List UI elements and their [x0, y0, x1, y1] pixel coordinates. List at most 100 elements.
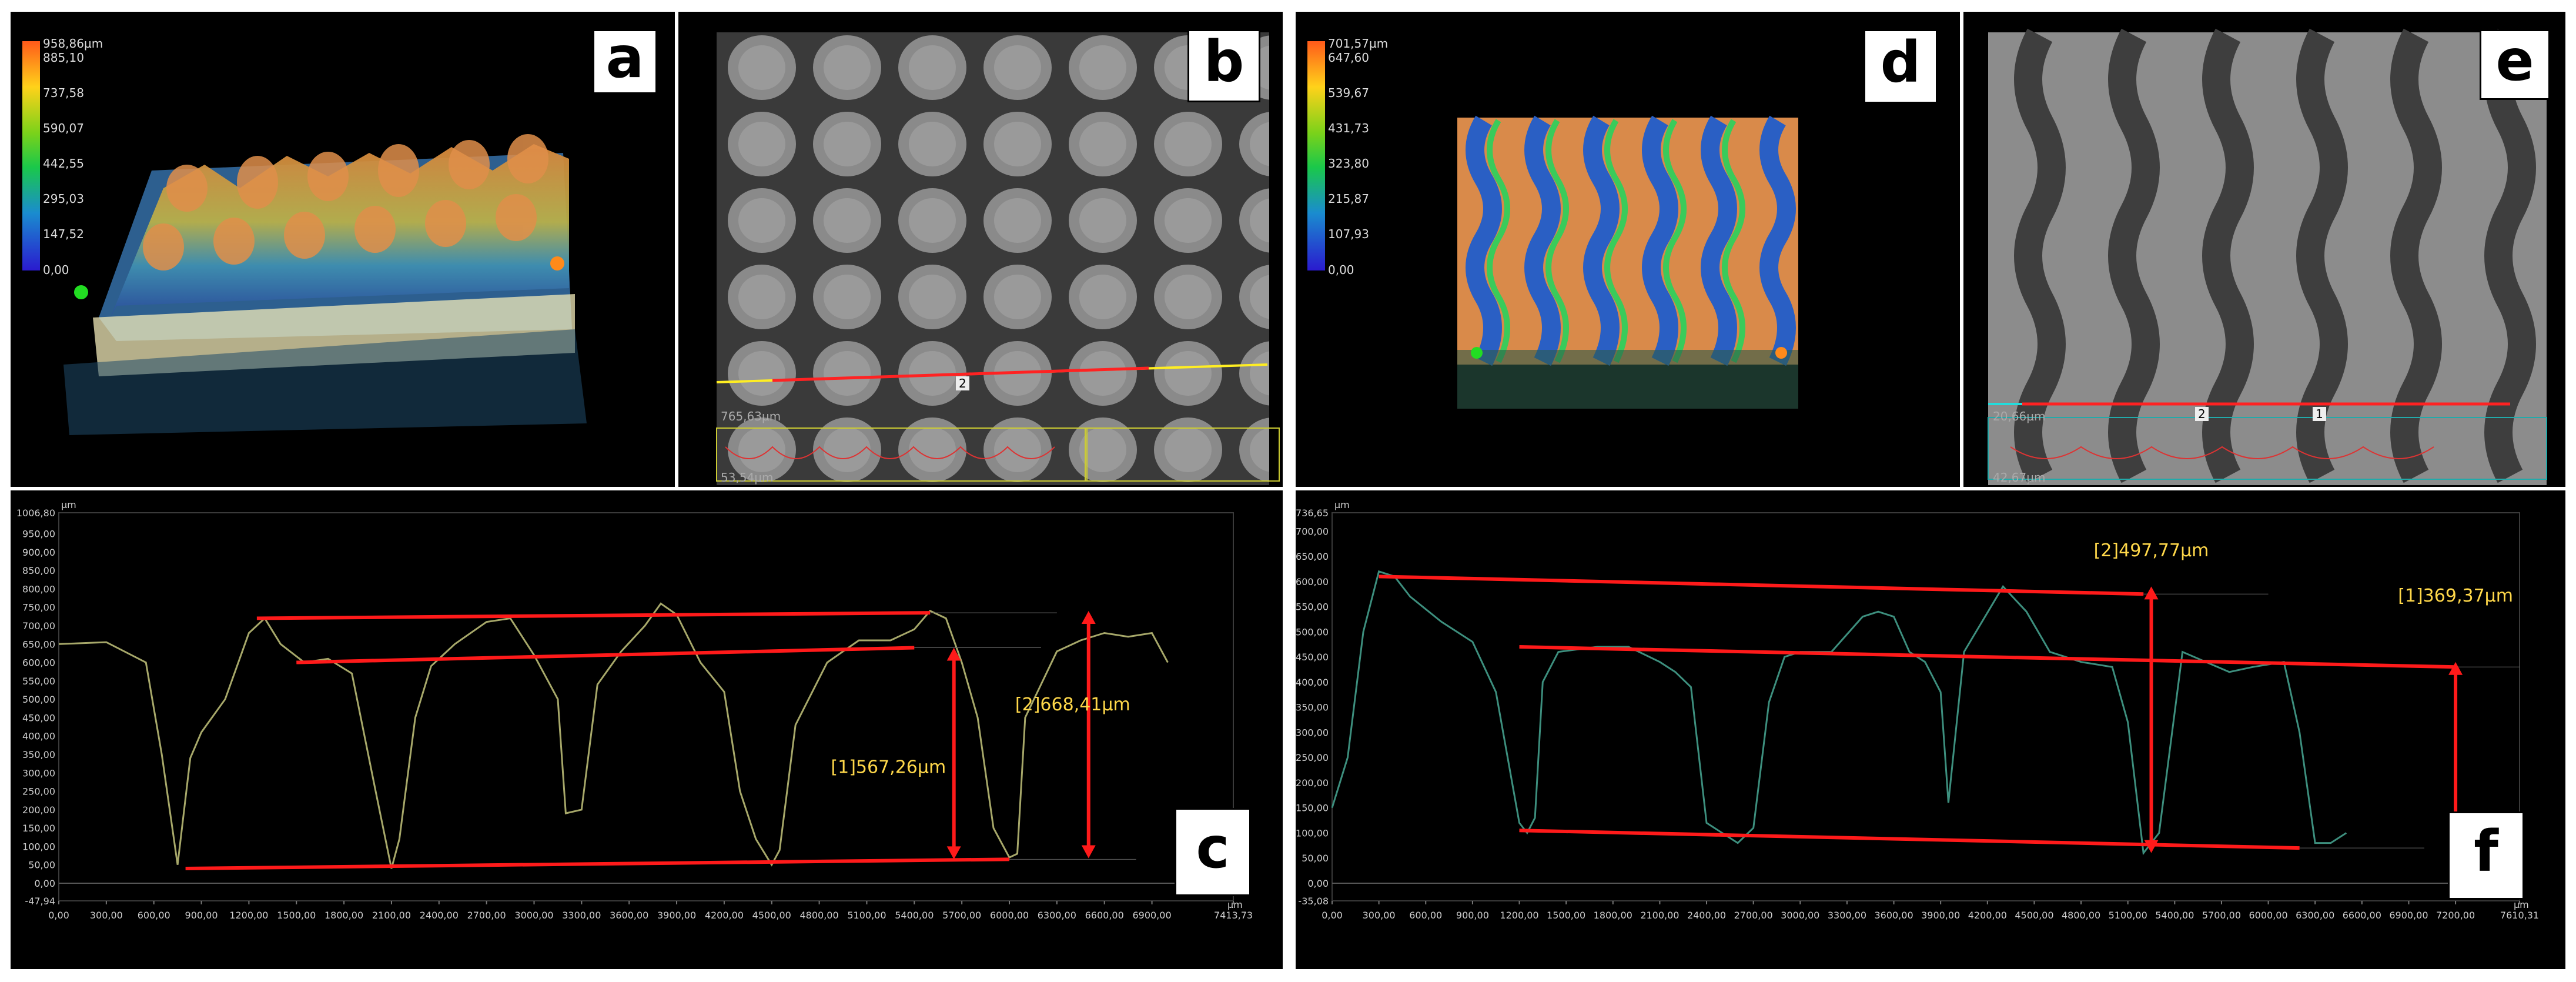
y-tick-label: 150,00 — [1296, 803, 1329, 814]
measurement-label: [1]369,37µm — [2398, 586, 2513, 606]
panel-d-3d-view: 701,57µm 647,60 539,67 431,73 323,80 215… — [1296, 12, 1960, 487]
y-tick-label: 850,00 — [22, 565, 55, 576]
y-tick-label: 736,65 — [1296, 507, 1329, 519]
x-tick-label: 6600,00 — [1085, 910, 1124, 921]
x-tick-label: 900,00 — [185, 910, 218, 921]
profile-chart-c: -47,94 0,00 50,00 100,00 150,00 200,00 250,00 3… — [16, 499, 1253, 921]
panel-label-e: e — [2480, 29, 2550, 100]
profile-start-point[interactable] — [74, 285, 88, 299]
legend-tick: 295,03 — [43, 192, 84, 206]
y-tick-label: 1006,80 — [16, 507, 55, 519]
x-tick-label: 6000,00 — [990, 910, 1029, 921]
y-tick-label: -47,94 — [25, 896, 55, 907]
x-tick-label: 600,00 — [1409, 910, 1442, 921]
measurement-arrow-2-head-top — [1081, 610, 1096, 624]
y-tick-label: 950,00 — [22, 529, 55, 540]
surface-3d-render — [22, 41, 587, 435]
dimension-top: 20,66µm — [1993, 409, 2046, 423]
x-axis-unit: µm — [1227, 899, 1243, 910]
measurement-arrow-2-head-bottom — [2144, 840, 2159, 853]
profile-marker[interactable]: 1 — [2313, 407, 2326, 421]
y-tick-label: 500,00 — [1296, 626, 1329, 637]
y-tick-label: 500,00 — [22, 694, 55, 705]
surface-peaks — [63, 134, 587, 435]
measurement-arrow-2-head-bottom — [1081, 845, 1096, 859]
y-tick-label: 150,00 — [22, 823, 55, 834]
profile-end-point[interactable] — [550, 256, 564, 270]
profile-end-point[interactable] — [1775, 347, 1787, 359]
x-tick-label: 3900,00 — [1921, 910, 1960, 921]
x-tick-label: 6600,00 — [2343, 910, 2381, 921]
x-tick-label: 0,00 — [1322, 910, 1343, 921]
x-tick-label: 6900,00 — [1132, 910, 1171, 921]
x-tick-label: 5100,00 — [2109, 910, 2147, 921]
legend-tick: 147,52 — [43, 227, 84, 241]
x-tick-label: 5700,00 — [2202, 910, 2241, 921]
profile-marker[interactable]: 2 — [956, 376, 969, 390]
x-tick-label: 4500,00 — [2015, 910, 2053, 921]
y-axis-unit: µm — [1334, 499, 1350, 510]
x-tick-label: 7200,00 — [2436, 910, 2475, 921]
y-tick-label: 300,00 — [1296, 727, 1329, 738]
profile-marker[interactable]: 2 — [2195, 407, 2209, 421]
panel-label-b: b — [1187, 29, 1260, 102]
y-tick-label: 450,00 — [1296, 652, 1329, 663]
measure-reference-line — [256, 611, 931, 620]
x-tick-label: 900,00 — [1456, 910, 1489, 921]
x-tick-label: 2700,00 — [1734, 910, 1773, 921]
x-tick-label: 1500,00 — [277, 910, 316, 921]
legend-tick: 323,80 — [1328, 156, 1369, 171]
x-tick-label: 1800,00 — [324, 910, 363, 921]
x-tick-label: 3600,00 — [610, 910, 648, 921]
legend-max: 701,57µm — [1328, 36, 1389, 51]
y-tick-label: 350,00 — [1296, 702, 1329, 713]
y-tick-label: 100,00 — [1296, 827, 1329, 839]
x-tick-label: 2700,00 — [467, 910, 506, 921]
profile-start-point[interactable] — [1471, 347, 1483, 359]
y-tick-label: 400,00 — [22, 731, 55, 742]
y-tick-label: 400,00 — [1296, 677, 1329, 688]
legend-min: 0,00 — [43, 263, 69, 277]
surface-3d-render — [1307, 41, 1798, 409]
y-tick-label: 700,00 — [22, 620, 55, 632]
y-tick-label: 600,00 — [1296, 576, 1329, 587]
dimension-top: 765,63µm — [721, 409, 781, 423]
legend-tick: 431,73 — [1328, 121, 1369, 135]
x-tick-label: 0,00 — [48, 910, 69, 921]
legend-tick: 107,93 — [1328, 227, 1369, 241]
panel-a-3d-view: 958,86µm 885,10 737,58 590,07 442,55 295… — [11, 12, 675, 487]
color-scale-legend: 701,57µm 647,60 539,67 431,73 323,80 215… — [1328, 36, 1399, 283]
legend-max: 958,86µm — [43, 36, 103, 51]
panel-b-optical-view: 2 765,63µm 53,54µm b — [678, 12, 1283, 487]
legend-tick: 215,87 — [1328, 192, 1369, 206]
measurement-arrow-1-head-bottom — [946, 846, 961, 860]
y-tick-label: 200,00 — [1296, 777, 1329, 789]
measure-reference-line — [296, 646, 915, 664]
x-tick-label: 6300,00 — [1038, 910, 1076, 921]
y-tick-label: 600,00 — [22, 657, 55, 669]
x-tick-label: 5100,00 — [847, 910, 886, 921]
x-tick-label: 4800,00 — [2062, 910, 2100, 921]
y-tick-label: 50,00 — [1302, 853, 1329, 864]
panel-label-c: c — [1175, 808, 1251, 896]
legend-tick: 737,58 — [43, 86, 84, 100]
x-tick-label: 5700,00 — [942, 910, 981, 921]
profile-chart-f: -35,08 0,00 50,00 100,00 150,00 200,00 250,00 3… — [1296, 499, 2539, 921]
y-tick-label: 200,00 — [22, 804, 55, 816]
y-tick-label: 50,00 — [28, 860, 55, 871]
panel-label-f: f — [2448, 811, 2524, 900]
y-tick-label: 750,00 — [22, 602, 55, 613]
x-tick-label: 3300,00 — [562, 910, 601, 921]
y-tick-label: 300,00 — [22, 767, 55, 779]
x-tick-label: 1200,00 — [1500, 910, 1538, 921]
profile-line — [1331, 570, 2347, 856]
x-tick-label: 3000,00 — [514, 910, 553, 921]
panel-label-d: d — [1864, 29, 1938, 103]
x-tick-label: 2400,00 — [1687, 910, 1726, 921]
y-axis-unit: µm — [61, 499, 76, 510]
x-tick-label: 1200,00 — [229, 910, 268, 921]
panel-f-profile-chart: -35,08 0,00 50,00 100,00 150,00 200,00 250,00 3… — [1296, 490, 2565, 969]
x-tick-label: 5400,00 — [2155, 910, 2194, 921]
y-tick-label: 0,00 — [1307, 878, 1329, 889]
x-tick-label: 3000,00 — [1781, 910, 1819, 921]
